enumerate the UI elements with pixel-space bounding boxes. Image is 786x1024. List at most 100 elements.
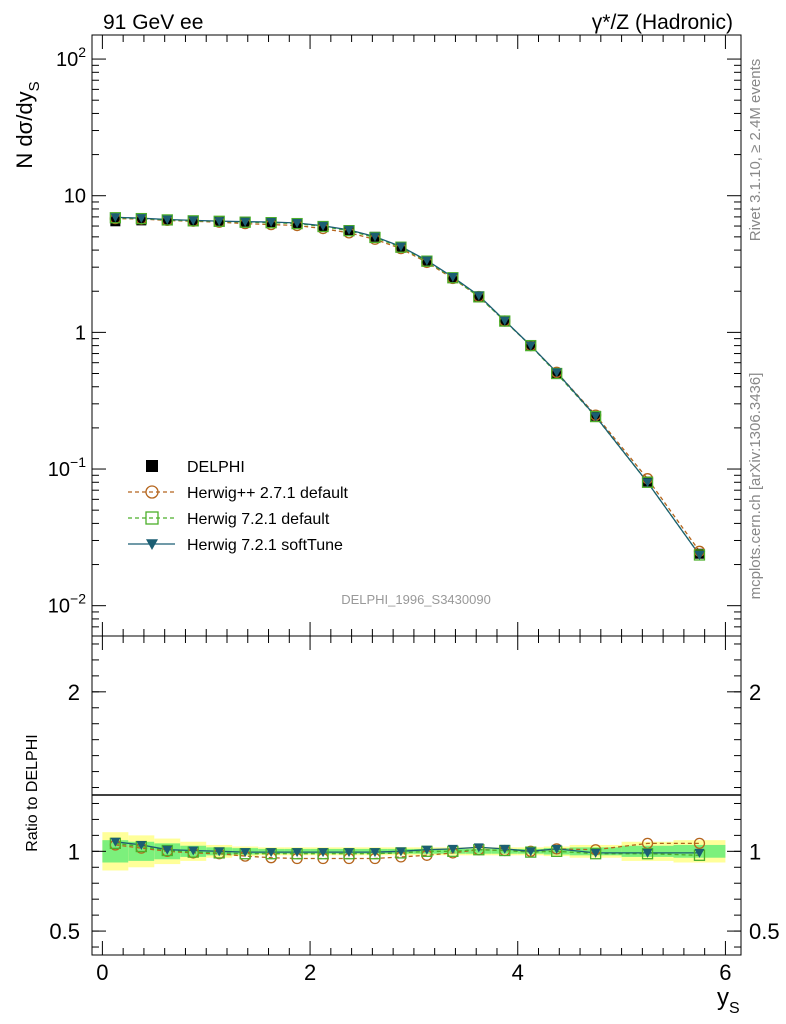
main-point-herwig721	[161, 214, 173, 226]
main-point-softtune	[473, 291, 484, 301]
legend-marker-softtune	[146, 539, 158, 550]
ratio-point-softtune	[214, 847, 225, 857]
main-point-herwig721	[291, 217, 303, 230]
main-series-markers	[109, 212, 706, 561]
main-point-herwig721	[265, 217, 277, 229]
main-y-tick-label: 10−1	[48, 454, 86, 481]
header-energy: 91 GeV ee	[103, 11, 203, 34]
main-point-softtune	[240, 217, 251, 227]
main-point-softtune	[369, 232, 380, 242]
legend-label-softtune: Herwig 7.2.1 softTune	[187, 537, 343, 554]
ratio-point-softtune	[590, 848, 601, 858]
main-point-softtune	[447, 273, 458, 283]
legend-marker-herwigpp	[145, 485, 159, 499]
main-point-herwig721	[395, 241, 407, 253]
ratio-point-softtune	[162, 845, 173, 855]
ratio-y-tick-label: 0.5	[49, 919, 80, 944]
ratio-point-herwig721	[589, 848, 602, 860]
ratio-point-softtune	[292, 848, 303, 858]
main-point-herwig721	[239, 216, 251, 228]
x-axis-subscript: S	[729, 1000, 740, 1017]
ratio-y-tick-label-right: 0.5	[749, 919, 780, 944]
ratio-band-inner	[102, 840, 129, 863]
ratio-uncertainty-bands	[102, 832, 726, 871]
main-point-herwig721	[187, 215, 199, 227]
main-point-herwig721	[447, 272, 459, 284]
main-y-tick-label: 102	[56, 44, 86, 71]
ratio-point-herwig721	[161, 844, 173, 857]
main-point-herwig721	[421, 255, 433, 267]
ratio-point-herwig721	[525, 846, 537, 858]
ratio-x-ticks: 0 2 4 6	[96, 636, 732, 985]
main-y-tick-label: 1	[75, 322, 86, 344]
x-tick-label: 6	[719, 960, 731, 985]
ratio-point-softtune	[499, 844, 510, 854]
legend-label-herwig721: Herwig 7.2.1 default	[187, 511, 330, 528]
ratio-point-softtune	[266, 848, 277, 858]
main-y-ticks: 102 10 1 10−1 10−2	[48, 44, 741, 618]
main-point-herwig721	[135, 212, 147, 225]
header-process: γ*/Z (Hadronic)	[592, 11, 733, 34]
ratio-point-softtune	[473, 843, 484, 853]
svg-text:N dσ/dyS: N dσ/dyS	[12, 81, 43, 168]
main-point-softtune	[525, 341, 536, 351]
main-point-softtune	[642, 478, 653, 488]
ratio-panel: 0.5 0.5 1 1 2 2 0 2 4 6 Ratio to DELPHI yS	[24, 635, 780, 1017]
ratio-y-tick-label-right: 2	[749, 680, 761, 705]
ratio-point-softtune	[188, 846, 199, 856]
main-point-herwig721	[317, 220, 329, 233]
x-axis-title: yS	[717, 984, 740, 1017]
main-point-softtune	[292, 218, 303, 228]
main-point-softtune	[499, 316, 510, 326]
main-y-axis-title: N dσ/dyS	[12, 81, 43, 168]
ratio-y-tick-label-right: 1	[749, 839, 761, 864]
legend-marker-data	[146, 460, 158, 472]
main-point-softtune	[318, 221, 329, 231]
ratio-point-softtune	[240, 848, 251, 858]
main-point-softtune	[214, 217, 225, 227]
main-point-softtune	[421, 256, 432, 266]
main-point-softtune	[162, 215, 173, 225]
main-point-herwig721	[369, 231, 381, 244]
x-tick-label: 4	[512, 960, 524, 985]
ratio-y-ticks: 0.5 0.5 1 1 2 2	[49, 643, 780, 948]
main-point-softtune	[188, 216, 199, 226]
ratio-point-softtune	[694, 848, 705, 858]
ratio-point-softtune	[447, 844, 458, 854]
main-point-softtune	[344, 225, 355, 235]
main-point-softtune	[266, 218, 277, 228]
ratio-point-herwig721	[641, 848, 654, 860]
main-point-softtune	[590, 412, 601, 422]
main-y-axis-subscript: S	[26, 81, 43, 91]
mcplots-label: mcplots.cern.ch [arXiv:1306.3436]	[747, 373, 764, 600]
main-line-softtune	[115, 216, 701, 556]
main-point-softtune	[136, 214, 147, 224]
ratio-point-softtune	[525, 847, 536, 857]
main-point-softtune	[110, 213, 121, 223]
ratio-point-softtune	[110, 837, 121, 847]
legend-marker-herwig721	[145, 511, 159, 525]
ratio-point-softtune	[344, 848, 355, 858]
main-y-tick-label: 10−2	[48, 591, 86, 618]
rivet-version-label: Rivet 3.1.10, ≥ 2.4M events	[747, 59, 764, 242]
ratio-y-axis-label: Ratio to DELPHI	[24, 734, 41, 851]
ratio-point-softtune	[551, 844, 562, 854]
ratio-point-softtune	[318, 848, 329, 858]
ratio-y-tick-label: 2	[68, 680, 80, 705]
legend-label-data: DELPHI	[187, 459, 245, 476]
main-panel: 102 10 1 10−1 10−2 DELPHI_1996_S3430090 N dσ…	[12, 34, 742, 637]
ratio-point-softtune	[642, 848, 653, 858]
main-point-herwig721	[499, 315, 511, 327]
main-point-softtune	[694, 550, 705, 560]
ratio-point-softtune	[395, 847, 406, 857]
main-line-herwig721	[115, 217, 701, 556]
ratio-point-softtune	[421, 845, 432, 855]
main-point-herwig721	[589, 410, 602, 423]
main-point-softtune	[551, 368, 562, 378]
main-series-lines	[115, 216, 701, 556]
ratio-series-markers	[109, 837, 706, 865]
x-axis-label: y	[717, 984, 729, 1011]
ratio-frame	[91, 635, 742, 956]
main-point-herwig721	[213, 215, 225, 227]
